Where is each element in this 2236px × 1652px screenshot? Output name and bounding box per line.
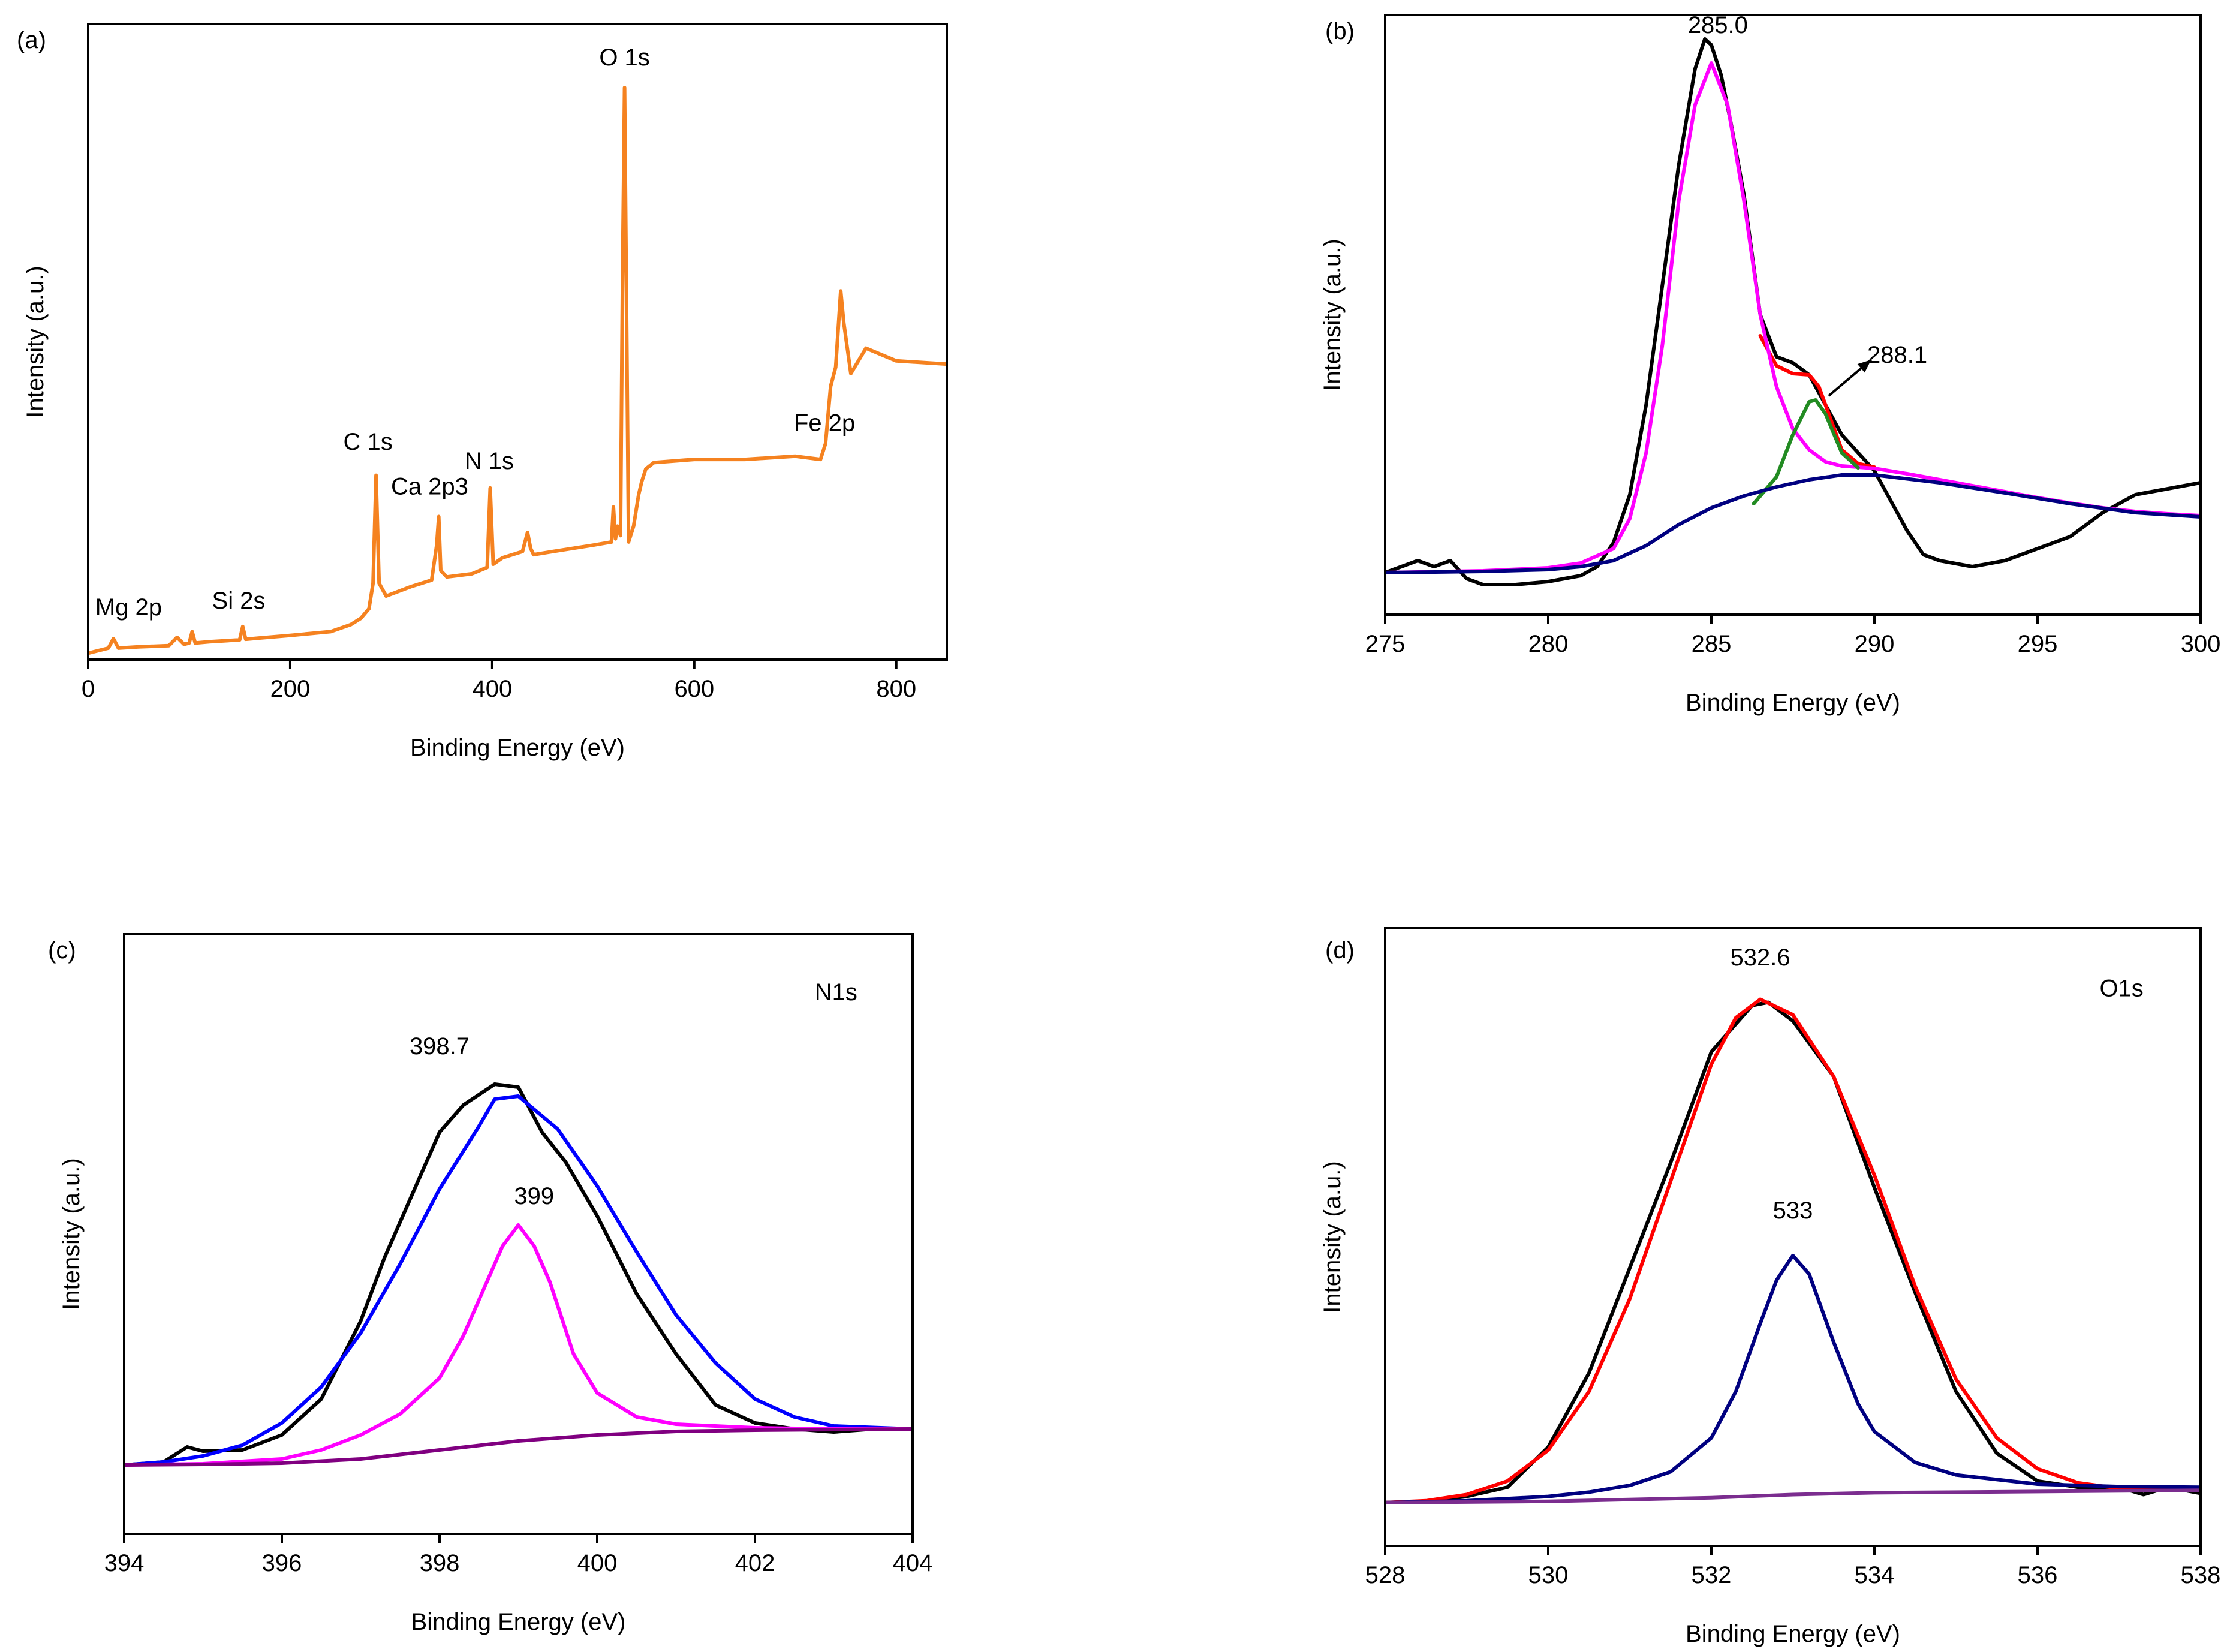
x-tick-label: 538: [2181, 1562, 2221, 1588]
series-c-o-288-1: [1752, 398, 1860, 505]
peak-label: N 1s: [465, 448, 514, 474]
panel-label: (b): [1325, 18, 1355, 44]
peak-label: C 1s: [344, 429, 393, 455]
peak-label: 533: [1773, 1197, 1813, 1224]
x-tick-label: 275: [1365, 631, 1406, 657]
annotation-arrowhead: [1857, 360, 1871, 373]
peak-label: 285.0: [1688, 12, 1748, 38]
peak-label: 399: [514, 1183, 554, 1209]
panel-label: (d): [1325, 937, 1355, 964]
x-tick-label: 530: [1528, 1562, 1569, 1588]
peak-label: 398.7: [410, 1033, 470, 1060]
y-axis-label: Intensity (a.u.): [1319, 239, 1346, 390]
x-tick-label: 394: [104, 1550, 145, 1576]
x-tick-label: 0: [82, 676, 95, 702]
panel-b-c1s: (b) 275 280 285 290 295 300 Binding Energy (eV)…: [1319, 12, 2220, 716]
x-tick-label: 300: [2181, 631, 2221, 657]
x-tick-label: 528: [1365, 1562, 1406, 1588]
x-tick-label: 404: [893, 1550, 933, 1576]
series-533: [1385, 1253, 2201, 1504]
plot-frame: [1384, 927, 2202, 1547]
series-measured: [124, 1082, 913, 1467]
x-tick-label: 402: [735, 1550, 775, 1576]
x-tick-label: 536: [2018, 1562, 2058, 1588]
panel-c-n1s: (c) 394 396 398 400 402 404 Binding Energy (eV)…: [48, 933, 933, 1635]
y-axis-label: Intensity (a.u.): [22, 266, 49, 417]
plot-frame: [1384, 14, 2202, 616]
series-background: [124, 1427, 913, 1467]
peak-label: 288.1: [1867, 342, 1927, 368]
plot-frame: [87, 23, 948, 661]
spectrum-title: O1s: [2099, 975, 2143, 1001]
x-tick-label: 290: [1855, 631, 1895, 657]
x-axis-label: Binding Energy (eV): [1686, 690, 1900, 716]
series-background: [1385, 1488, 2201, 1504]
x-tick-label: 400: [577, 1550, 618, 1576]
series-399: [124, 1223, 913, 1467]
peak-label: O 1s: [599, 44, 649, 71]
peak-label: 532.6: [1731, 944, 1790, 971]
y-axis-label: Intensity (a.u.): [1319, 1161, 1346, 1313]
x-tick-label: 600: [674, 676, 714, 702]
series-fit-envelope: [1758, 334, 1876, 469]
x-tick-label: 396: [262, 1550, 302, 1576]
x-axis-label: Binding Energy (eV): [411, 1609, 626, 1635]
x-tick-label: 295: [2018, 631, 2058, 657]
x-tick-label: 534: [1855, 1562, 1895, 1588]
x-tick-label: 280: [1528, 631, 1569, 657]
plot-frame: [123, 933, 914, 1535]
series-fit-envelope: [124, 1094, 913, 1467]
panel-d-o1s: (d) 528 530 532 534 536 538 Binding Energy (eV)…: [1319, 927, 2221, 1647]
spectrum-title: N1s: [815, 979, 857, 1006]
x-tick-label: 285: [1692, 631, 1732, 657]
x-tick-label: 800: [876, 676, 916, 702]
series-survey: [88, 86, 947, 655]
x-tick-label: 532: [1692, 1562, 1732, 1588]
panel-label: (a): [17, 27, 46, 53]
x-tick-label: 400: [473, 676, 513, 702]
peak-label: Ca 2p3: [391, 473, 468, 499]
y-axis-label: Intensity (a.u.): [58, 1158, 85, 1310]
x-tick-label: 200: [270, 676, 311, 702]
peak-label: Mg 2p: [95, 594, 162, 621]
x-axis-label: Binding Energy (eV): [1686, 1621, 1900, 1647]
x-axis-label: Binding Energy (eV): [410, 735, 625, 761]
series-fit-envelope: [1385, 997, 2201, 1504]
peak-label: Fe 2p: [794, 410, 855, 436]
panel-a-survey: (a) 0 200 400 600 800 Binding Energy (eV) Inten…: [17, 23, 948, 761]
peak-label: Si 2s: [212, 588, 266, 614]
panel-label: (c): [48, 937, 76, 964]
series-background: [1385, 473, 2201, 574]
x-tick-label: 398: [420, 1550, 460, 1576]
